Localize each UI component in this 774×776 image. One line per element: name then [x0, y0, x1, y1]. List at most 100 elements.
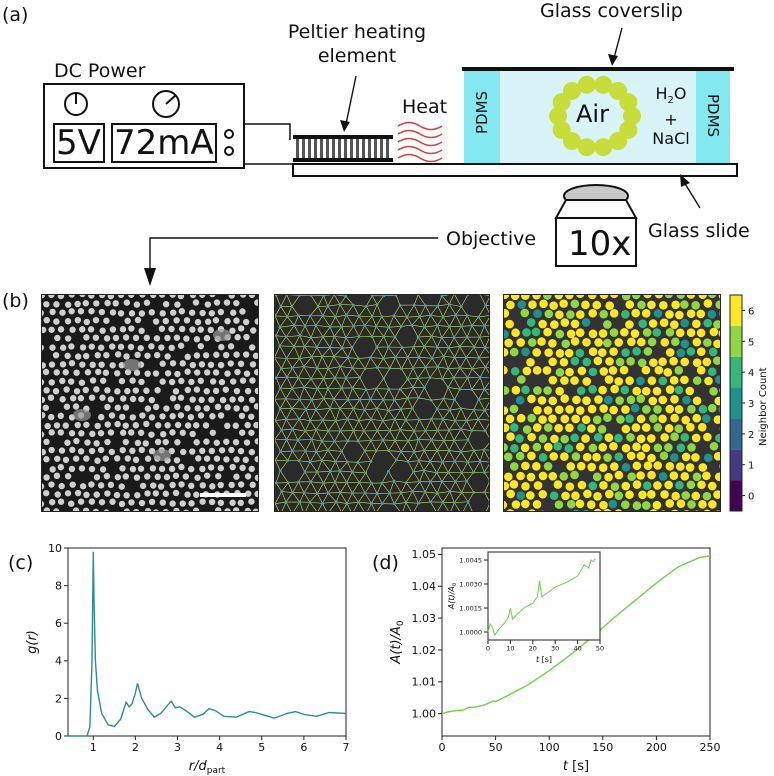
neighbor-particle [549, 301, 558, 310]
triangulation-node [297, 417, 301, 421]
triangulation-edge [485, 297, 489, 306]
particle-spot [97, 482, 105, 489]
triangulation-edge [393, 305, 401, 316]
triangulation-edge [479, 449, 485, 462]
neighbor-particle [691, 433, 701, 443]
neighbor-particle [506, 432, 515, 442]
particle-spot [212, 317, 220, 324]
triangulation-edge [411, 316, 420, 326]
triangulation-node [442, 439, 446, 442]
particle-spot [123, 508, 130, 511]
peltier-fin [356, 139, 359, 158]
triangulation-edge [371, 326, 377, 337]
triangulation-edge [365, 295, 373, 307]
particle-spot [42, 326, 47, 334]
particle-spot [177, 295, 185, 300]
triangulation-node [290, 449, 294, 453]
triangulation-node [410, 323, 414, 327]
particle-spot [78, 379, 86, 386]
neighbor-particle [637, 300, 646, 310]
particle-spot [48, 361, 56, 368]
triangulation-edge [329, 326, 335, 337]
neighbor-particle [570, 319, 580, 329]
peltier-fin [344, 139, 347, 158]
triangulation-edge [395, 295, 401, 306]
triangulation-edge [394, 408, 402, 420]
triangulation-node [472, 449, 476, 452]
triangulation-edge [304, 337, 312, 347]
triangulation-edge [287, 315, 299, 318]
triangulation-edge [334, 482, 341, 493]
neighbor-particle [555, 368, 565, 377]
particle-spot [149, 465, 157, 472]
neighbor-particle [527, 394, 536, 404]
triangulation-edge [340, 357, 349, 367]
triangulation-node [350, 470, 354, 474]
triangulation-edge [375, 439, 384, 451]
triangulation-edge [484, 388, 489, 396]
particle-spot [133, 474, 141, 481]
neighbor-particle [631, 308, 640, 318]
neighbor-particle [641, 365, 651, 375]
triangulation-edge [413, 430, 419, 440]
triangulation-edge [429, 461, 438, 473]
neighbor-particle [671, 491, 680, 501]
neighbor-particle [713, 320, 720, 329]
triangulation-edge [449, 304, 457, 316]
triangulation-edge [352, 367, 361, 378]
particle-spot [89, 361, 96, 369]
triangulation-node [297, 459, 301, 463]
triangulation-node [292, 323, 296, 327]
particle-spot [104, 490, 111, 497]
particle-spot [193, 491, 200, 498]
neighbor-particle [603, 453, 612, 462]
neighbor-particle [641, 501, 651, 510]
neighbor-particle [531, 327, 541, 337]
triangulation-edge [299, 346, 305, 359]
neighbor-particle [515, 451, 525, 461]
x-tick-label: 250 [700, 741, 721, 754]
triangulation-edge [400, 482, 407, 493]
triangulation-edge [281, 491, 293, 493]
triangulation-edge [275, 408, 281, 421]
particle-spot [143, 420, 150, 428]
triangulation-node [310, 398, 314, 402]
particle-spot [253, 403, 258, 410]
triangulation-node [297, 314, 300, 317]
triangulation-edge [293, 325, 301, 336]
triangulation-edge [393, 480, 407, 483]
triangulation-edge [311, 399, 317, 410]
particle-spot [174, 439, 181, 446]
triangulation-edge [364, 399, 371, 411]
triangulation-edge [285, 501, 292, 511]
triangulation-node [285, 357, 288, 360]
triangulation-edge [275, 420, 282, 431]
triangulation-edge [333, 398, 348, 401]
neighbor-particle [713, 451, 720, 461]
neighbor-particle [647, 376, 657, 385]
neighbor-particle [621, 500, 630, 509]
triangulation-node [358, 398, 362, 401]
particle-spot [218, 343, 225, 351]
triangulation-edge [484, 295, 489, 296]
triangulation-node [441, 377, 444, 381]
triangulation-edge [371, 418, 383, 422]
particle-spot [209, 429, 217, 436]
particle-spot [69, 446, 76, 454]
triangulation-edge [298, 409, 307, 420]
triangulation-edge [365, 306, 373, 317]
particle-spot [43, 387, 50, 394]
neighbor-particle [526, 472, 536, 482]
triangulation-edge [286, 439, 293, 452]
particle-spot [168, 325, 175, 333]
triangulation-edge [485, 305, 489, 306]
triangulation-edge [418, 397, 432, 401]
triangulation-edge [281, 367, 293, 369]
particle-spot [224, 370, 231, 377]
neighbor-particle [533, 481, 543, 490]
particle-spot [48, 295, 55, 299]
particle-spot [248, 498, 255, 505]
neighbor-particle [521, 385, 530, 395]
triangulation-edge [429, 366, 439, 378]
